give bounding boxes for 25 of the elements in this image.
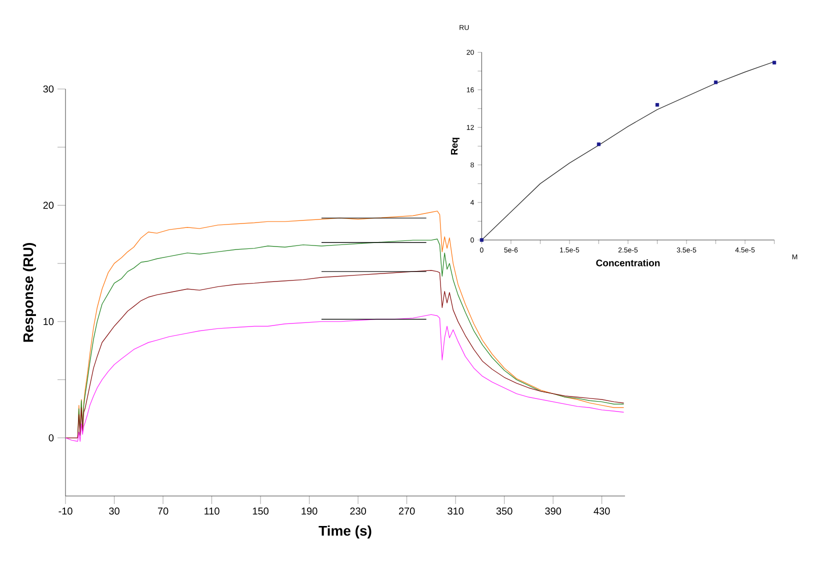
x-axis-title: Time (s) <box>318 525 372 539</box>
x-tick-label: 430 <box>594 508 610 515</box>
x-tick-label: 350 <box>496 508 512 515</box>
x-axis-title: Concentration <box>596 259 660 266</box>
point <box>772 60 776 64</box>
x-tick-label: 110 <box>204 508 220 515</box>
y-tick-label: 0 <box>48 434 54 442</box>
x-tick-label: 270 <box>398 508 415 515</box>
point <box>714 80 718 84</box>
y-axis-title: Req <box>451 138 460 154</box>
x-tick-label: 230 <box>350 508 366 515</box>
y-tick-label: 20 <box>43 202 54 209</box>
y-tick-label: 10 <box>44 318 54 326</box>
y-axis-title: Response (RU) <box>22 243 36 342</box>
x-tick-label: 30 <box>109 508 120 515</box>
x-tick-label: 190 <box>302 508 318 515</box>
x-tick-label: 390 <box>545 508 562 515</box>
x-tick-label: 150 <box>252 508 268 515</box>
point <box>480 238 484 242</box>
x-tick-label: 310 <box>448 508 464 515</box>
point <box>655 103 660 107</box>
y-tick-label: 30 <box>43 85 54 93</box>
x-tick-label: -10 <box>58 508 72 515</box>
point <box>596 142 601 146</box>
x-tick-label: 70 <box>158 508 168 515</box>
